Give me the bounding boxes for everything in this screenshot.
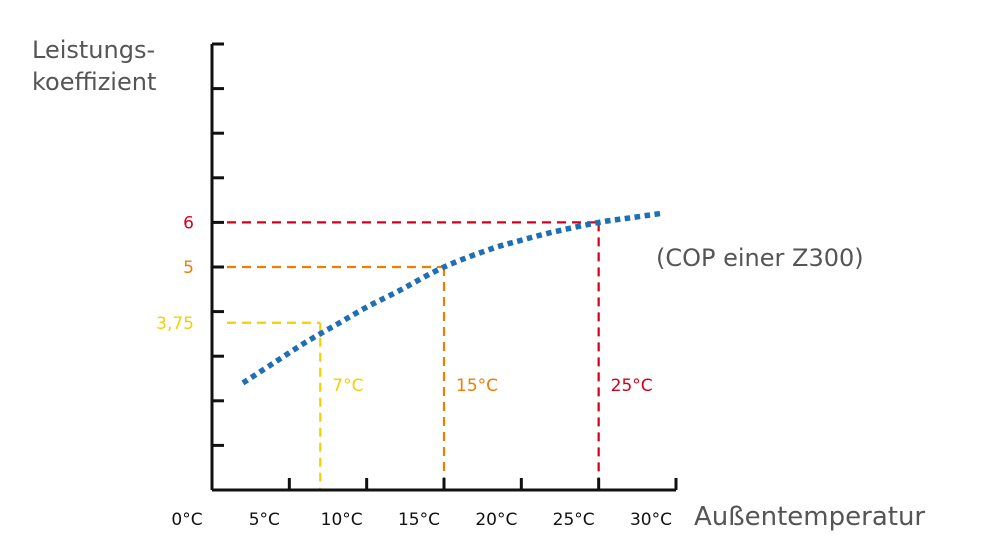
marker-y-label: 5 — [183, 258, 194, 278]
x-tick-label: 15°C — [398, 510, 440, 530]
marker-x-label: 7°C — [332, 376, 363, 396]
x-tick-label: 25°C — [553, 510, 595, 530]
x-tick-label: 0°C — [171, 510, 202, 530]
x-tick-label: 10°C — [321, 510, 363, 530]
marker-lines — [227, 221, 600, 490]
x-tick-label: 30°C — [630, 510, 672, 530]
y-axis-label-line-2: koeffizient — [32, 68, 156, 96]
marker-x-label: 15°C — [456, 376, 498, 396]
y-axis-label-line-1: Leistungs- — [32, 36, 155, 64]
x-tick-label: 5°C — [249, 510, 280, 530]
marker-y-label: 3,75 — [156, 314, 194, 334]
marker-labels: 3,75 7°C 5 15°C 6 25°C — [156, 213, 653, 396]
cop-curve — [241, 210, 661, 386]
y-ticks — [212, 42, 224, 447]
series — [241, 210, 661, 386]
marker-y-label: 6 — [183, 213, 194, 233]
series-annotation: (COP einer Z300) — [656, 244, 864, 272]
x-ticks: 0°C 5°C 10°C 15°C 20°C 25°C 30°C — [171, 478, 678, 530]
x-axis-label: Außentemperatur — [694, 502, 925, 532]
x-tick-label: 20°C — [475, 510, 517, 530]
marker-x-label: 25°C — [611, 376, 653, 396]
